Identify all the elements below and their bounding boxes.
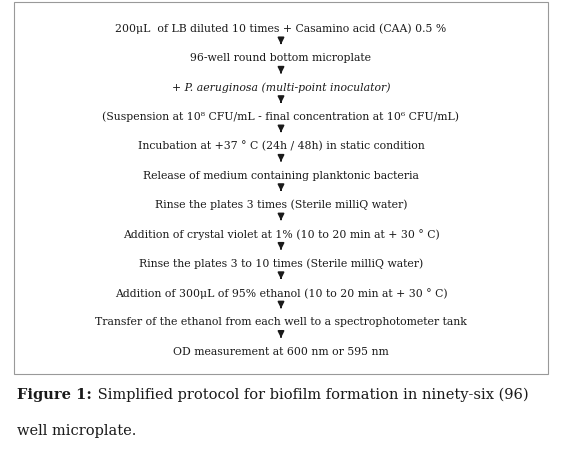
Text: Incubation at +37 ° C (24h / 48h) in static condition: Incubation at +37 ° C (24h / 48h) in sta…: [138, 141, 424, 152]
Text: OD measurement at 600 nm or 595 nm: OD measurement at 600 nm or 595 nm: [173, 347, 389, 357]
Text: Release of medium containing planktonic bacteria: Release of medium containing planktonic …: [143, 171, 419, 181]
Bar: [14, 2, 548, 374]
Text: Figure 1:: Figure 1:: [17, 388, 92, 402]
Text: Addition of crystal violet at 1% (10 to 20 min at + 30 ° C): Addition of crystal violet at 1% (10 to …: [123, 229, 439, 240]
Text: + P. aeruginosa (multi-point inoculator): + P. aeruginosa (multi-point inoculator): [172, 82, 390, 93]
Text: 200μL  of LB diluted 10 times + Casamino acid (CAA) 0.5 %: 200μL of LB diluted 10 times + Casamino …: [115, 24, 447, 34]
Text: well microplate.: well microplate.: [17, 424, 136, 437]
Text: (Suspension at 10⁸ CFU/mL - final concentration at 10⁶ CFU/mL): (Suspension at 10⁸ CFU/mL - final concen…: [102, 112, 460, 122]
Text: Rinse the plates 3 to 10 times (Sterile milliQ water): Rinse the plates 3 to 10 times (Sterile …: [139, 258, 423, 269]
Text: Simplified protocol for biofilm formation in ninety-six (96): Simplified protocol for biofilm formatio…: [93, 388, 528, 402]
Text: Addition of 300μL of 95% ethanol (10 to 20 min at + 30 ° C): Addition of 300μL of 95% ethanol (10 to …: [115, 288, 447, 298]
Text: Rinse the plates 3 times (Sterile milliQ water): Rinse the plates 3 times (Sterile milliQ…: [155, 200, 407, 210]
Text: Transfer of the ethanol from each well to a spectrophotometer tank: Transfer of the ethanol from each well t…: [95, 317, 467, 327]
Text: 96-well round bottom microplate: 96-well round bottom microplate: [191, 53, 371, 63]
